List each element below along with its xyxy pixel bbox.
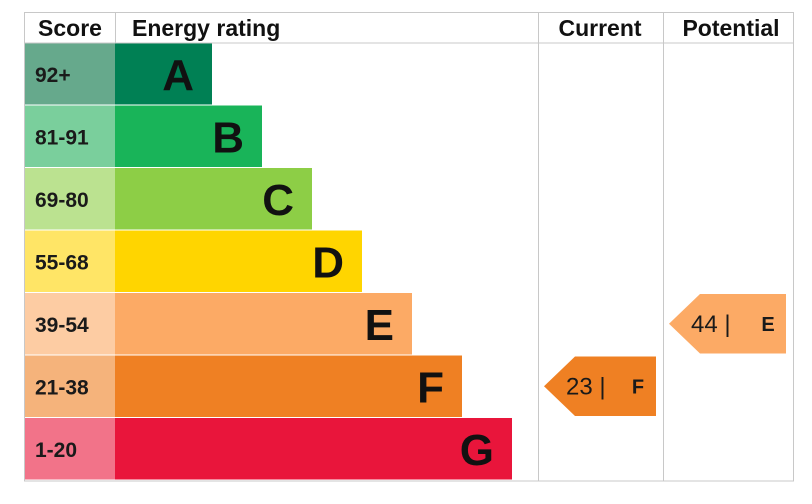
rating-bar-g: [115, 418, 512, 480]
score-cell-c: [25, 168, 115, 230]
score-cell-a: [25, 43, 115, 105]
rating-bar-d: [115, 230, 362, 292]
rating-bar-f: [115, 355, 462, 417]
score-range-a: 92+: [35, 64, 71, 87]
score-cell-e: [25, 293, 115, 355]
current-header: Current: [558, 15, 641, 41]
potential-rating-band-letter: E: [761, 314, 774, 336]
score-cell-f: [25, 355, 115, 417]
current-rating-arrow: [544, 356, 656, 416]
rating-bands: 92+ A 81-91 B 69-80 C 55-68 D 39-54 E 21-38 F 1-20 G: [25, 43, 512, 480]
table-grid: [24, 12, 794, 482]
potential-header: Potential: [682, 15, 779, 41]
rating-letter-c: C: [262, 176, 294, 225]
energy-rating-header: Energy rating: [132, 15, 280, 41]
rating-letter-b: B: [212, 113, 244, 162]
current-rating-score: 23 |: [566, 373, 606, 400]
potential-rating-arrow: [669, 294, 786, 354]
rating-bar-c: [115, 168, 312, 230]
score-range-b: 81-91: [35, 126, 89, 149]
score-cell-b: [25, 105, 115, 167]
score-header: Score: [38, 15, 102, 41]
score-cell-g: [25, 418, 115, 480]
score-range-e: 39-54: [35, 314, 89, 337]
table-border: [24, 12, 794, 482]
rating-letter-e: E: [365, 301, 394, 350]
rating-letter-d: D: [312, 238, 344, 287]
rating-letter-f: F: [417, 363, 444, 412]
score-cell-d: [25, 230, 115, 292]
potential-rating-score: 44 |: [691, 311, 731, 338]
current-rating-band-letter: F: [632, 376, 644, 398]
score-range-d: 55-68: [35, 251, 89, 274]
rating-indicators: 23 | F 44 | E: [544, 294, 786, 416]
rating-letter-a: A: [162, 51, 194, 100]
rating-bar-e: [115, 293, 412, 355]
rating-bar-a: [115, 43, 212, 105]
rating-bar-b: [115, 105, 262, 167]
score-range-c: 69-80: [35, 189, 89, 212]
score-range-g: 1-20: [35, 439, 77, 462]
score-range-f: 21-38: [35, 376, 89, 399]
rating-letter-g: G: [460, 426, 494, 475]
